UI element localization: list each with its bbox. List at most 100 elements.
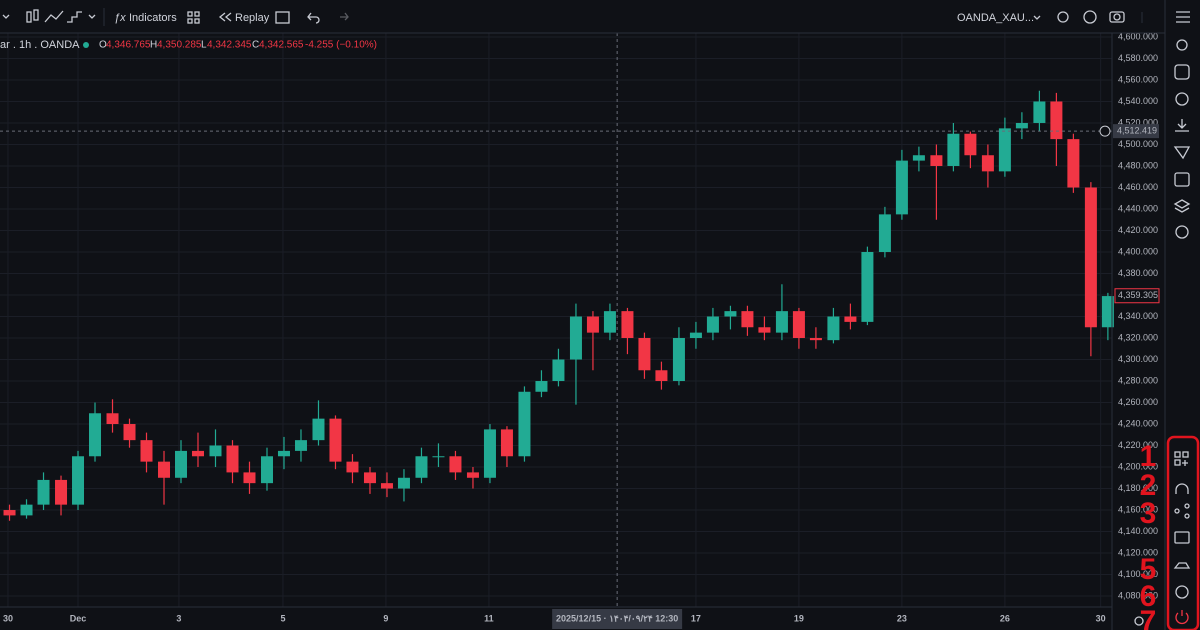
redo-button[interactable] bbox=[340, 12, 349, 21]
y-tick-label: 4,160.000 bbox=[1118, 504, 1158, 514]
candle-body bbox=[106, 413, 119, 425]
candle-body bbox=[277, 450, 290, 457]
step-type[interactable] bbox=[67, 11, 82, 23]
add-button[interactable] bbox=[1175, 92, 1189, 106]
icon bbox=[1113, 13, 1121, 21]
x-tick-label: Dec bbox=[70, 613, 87, 623]
candle-body bbox=[706, 316, 719, 333]
ohlc-value: 4,350.285 bbox=[157, 40, 202, 51]
share-button[interactable] bbox=[1174, 503, 1190, 519]
candle-body bbox=[947, 133, 960, 166]
candle-body bbox=[724, 311, 737, 317]
y-tick-label: 4,100.000 bbox=[1118, 569, 1158, 579]
y-tick-label: 4,300.000 bbox=[1118, 354, 1158, 364]
candle-body bbox=[741, 311, 754, 328]
alerts-button[interactable] bbox=[1174, 64, 1190, 80]
candle-body bbox=[895, 160, 908, 215]
candle-body bbox=[912, 155, 925, 161]
indicators-button[interactable]: Indicators bbox=[129, 12, 177, 24]
x-tick-label: 30 bbox=[3, 613, 13, 623]
candle-body bbox=[397, 477, 410, 489]
candle-body bbox=[174, 450, 188, 478]
highlight-box bbox=[1166, 435, 1200, 630]
last-price-label: 4,359.305 bbox=[1118, 290, 1158, 300]
x-tick-label: 26 bbox=[1000, 613, 1010, 623]
candle-body bbox=[1067, 139, 1080, 188]
annotation-number: 6 bbox=[1140, 580, 1157, 613]
candle-type[interactable] bbox=[26, 9, 39, 23]
symbol-selector[interactable]: OANDA_XAU... bbox=[957, 12, 1034, 24]
crosshair-price-box bbox=[1113, 124, 1159, 139]
download-button[interactable] bbox=[1175, 119, 1189, 132]
annotation-number: 5 bbox=[1140, 553, 1157, 586]
annotation-number: 2 bbox=[1140, 469, 1157, 502]
ideas-button[interactable] bbox=[1173, 146, 1191, 160]
candle-body bbox=[380, 483, 393, 489]
y-tick-label: 4,320.000 bbox=[1118, 332, 1158, 342]
status-dot bbox=[83, 42, 89, 48]
change-value: -4.255 (−0.10%) bbox=[305, 40, 377, 51]
menu-button[interactable] bbox=[1176, 11, 1190, 23]
candle-body bbox=[123, 424, 136, 441]
y-tick-label: 4,400.000 bbox=[1118, 246, 1158, 256]
y-tick-label: 4,420.000 bbox=[1118, 225, 1158, 235]
add-alert-button[interactable] bbox=[1099, 125, 1111, 137]
annotation-number: 7 bbox=[1140, 605, 1157, 630]
search-button[interactable] bbox=[1057, 11, 1069, 23]
calendar-button[interactable] bbox=[1174, 172, 1190, 187]
cloud-button[interactable] bbox=[1173, 562, 1191, 569]
candle-body bbox=[672, 338, 685, 382]
widgets-button[interactable] bbox=[1174, 451, 1189, 466]
replay-button[interactable]: Replay bbox=[235, 12, 270, 24]
grid bbox=[0, 33, 1112, 607]
candle-body bbox=[586, 316, 599, 333]
candle-body bbox=[346, 461, 359, 473]
y-tick-label: 4,560.000 bbox=[1118, 74, 1158, 84]
y-tick-label: 4,440.000 bbox=[1118, 203, 1158, 213]
dropdown[interactable] bbox=[1033, 15, 1041, 20]
icon bbox=[33, 9, 39, 21]
ohlc-key: O bbox=[99, 40, 107, 51]
crosshair-price-label: 4,512.419 bbox=[1117, 126, 1157, 136]
candle-body bbox=[329, 418, 342, 462]
info-button[interactable] bbox=[1175, 585, 1189, 599]
globe-button[interactable] bbox=[1175, 225, 1189, 239]
candle-body bbox=[72, 456, 85, 505]
templates-button[interactable] bbox=[187, 11, 200, 24]
candle-body bbox=[535, 381, 548, 392]
watchlist-button[interactable] bbox=[1176, 39, 1188, 51]
y-tick-label: 4,260.000 bbox=[1118, 397, 1158, 407]
candle-body bbox=[930, 155, 943, 166]
candle-body bbox=[1033, 101, 1046, 123]
candle-body bbox=[655, 370, 668, 382]
candle-body bbox=[20, 504, 33, 516]
icon bbox=[1174, 451, 1181, 458]
y-tick-label: 4,540.000 bbox=[1118, 96, 1158, 106]
crosshair-time-box bbox=[552, 609, 683, 629]
legend: ar . 1h . OANDA O 4,346.765 H 4,350.285 … bbox=[0, 39, 377, 51]
layers-button[interactable] bbox=[1173, 199, 1191, 213]
axis-settings[interactable] bbox=[1134, 616, 1144, 626]
layout-button[interactable] bbox=[275, 11, 290, 24]
candle-body bbox=[140, 440, 153, 462]
undo-button[interactable] bbox=[307, 12, 320, 24]
x-tick-label: 5 bbox=[280, 613, 285, 623]
line-type[interactable] bbox=[44, 10, 64, 23]
y-tick-label: 4,480.000 bbox=[1118, 160, 1158, 170]
snapshot-button[interactable] bbox=[1109, 11, 1125, 23]
dropdown[interactable] bbox=[2, 14, 10, 19]
billing-button[interactable] bbox=[1174, 531, 1190, 544]
candle-body bbox=[603, 311, 616, 333]
candles bbox=[3, 90, 1114, 521]
candle-body bbox=[226, 445, 239, 473]
settings-button[interactable] bbox=[1083, 10, 1097, 24]
icon bbox=[1174, 459, 1181, 466]
icon bbox=[1184, 503, 1190, 509]
candle-body bbox=[689, 332, 702, 339]
candle-body bbox=[55, 479, 68, 505]
support-button[interactable] bbox=[1175, 483, 1189, 494]
dropdown[interactable] bbox=[88, 14, 96, 19]
power-button[interactable] bbox=[1175, 610, 1189, 625]
candle-body bbox=[827, 316, 840, 341]
fx-icon: ƒx bbox=[114, 12, 126, 24]
